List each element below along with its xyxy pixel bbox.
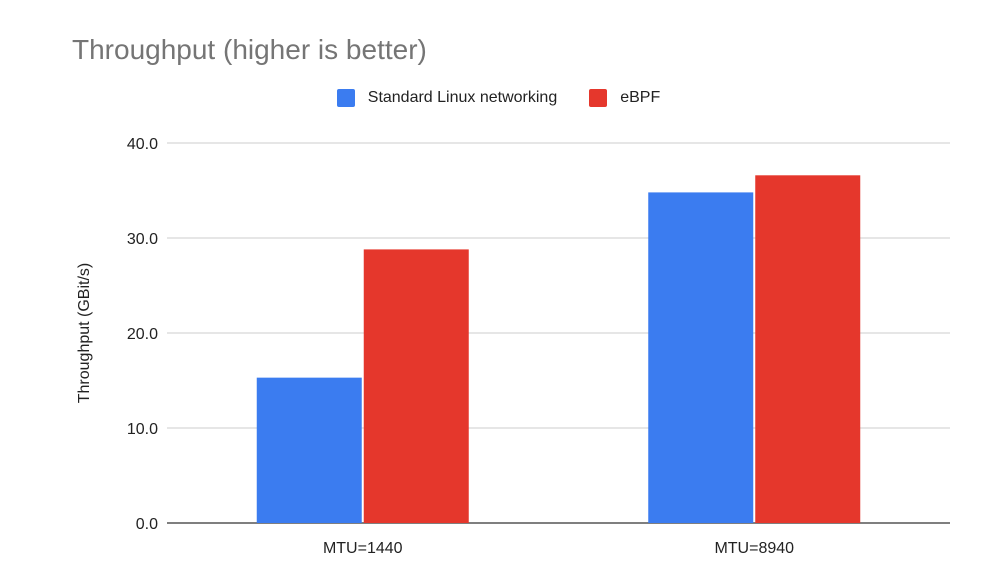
bar-standard-mtu-8940 bbox=[648, 192, 754, 523]
legend-swatch-standard bbox=[336, 89, 355, 107]
chart-title: Throughput (higher is better) bbox=[72, 34, 427, 65]
y-tick-label: 30.0 bbox=[127, 231, 158, 248]
x-tick-label: MTU=8940 bbox=[714, 540, 794, 557]
y-tick-label: 40.0 bbox=[127, 136, 158, 153]
legend-label-standard: Standard Linux networking bbox=[367, 89, 558, 106]
bar-standard-mtu-1440 bbox=[256, 377, 362, 523]
x-tick-label: MTU=1440 bbox=[323, 540, 403, 557]
y-axis-title: Throughput (GBit/s) bbox=[76, 263, 93, 404]
y-tick-label: 10.0 bbox=[127, 421, 158, 438]
legend-item-ebpf: eBPF bbox=[589, 89, 660, 107]
legend-label-ebpf: eBPF bbox=[620, 89, 661, 106]
bars bbox=[256, 175, 861, 524]
bar-ebpf-mtu-1440 bbox=[363, 249, 469, 523]
legend: Standard Linux networking eBPF bbox=[0, 89, 997, 107]
y-tick-label: 20.0 bbox=[127, 326, 158, 343]
legend-item-standard: Standard Linux networking bbox=[336, 89, 558, 107]
y-tick-labels: 0.0 10.0 20.0 30.0 40.0 bbox=[127, 136, 158, 533]
legend-swatch-ebpf bbox=[589, 89, 608, 107]
bar-ebpf-mtu-8940 bbox=[755, 175, 861, 524]
x-tick-labels: MTU=1440 MTU=8940 bbox=[323, 540, 794, 557]
y-tick-label: 0.0 bbox=[136, 516, 158, 533]
